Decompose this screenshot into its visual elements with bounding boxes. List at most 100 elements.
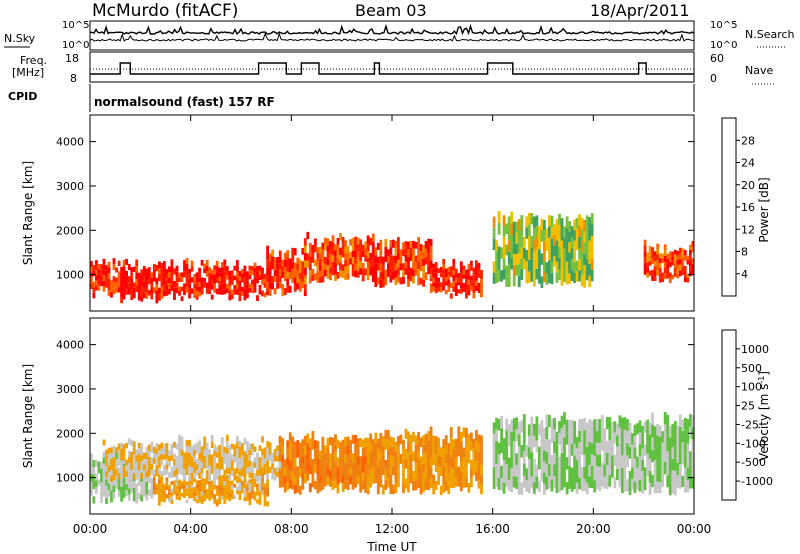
heatmap-cell (130, 485, 134, 493)
heatmap-cell (203, 486, 207, 490)
heatmap-cell (90, 460, 93, 468)
heatmap-cell (389, 465, 393, 475)
heatmap-cell (102, 280, 106, 287)
heatmap-cell (266, 260, 269, 268)
heatmap-cell (278, 444, 282, 454)
heatmap-cell (152, 485, 156, 491)
heatmap-cell (407, 451, 410, 462)
heatmap-cell (329, 260, 332, 268)
heatmap-cell (356, 456, 360, 466)
heatmap-cell (203, 462, 207, 469)
heatmap-cell (364, 446, 368, 456)
heatmap-cell (419, 475, 423, 485)
heatmap-cell (515, 221, 519, 233)
heatmap-cell (150, 447, 154, 453)
heatmap-cell (137, 283, 141, 290)
heatmap-cell (145, 488, 149, 495)
heatmap-cell (105, 276, 108, 283)
heatmap-cell (223, 490, 227, 495)
heatmap-cell (517, 219, 521, 231)
heatmap-cell (195, 272, 199, 277)
heatmap-cell (137, 479, 141, 486)
heatmap-cell (477, 288, 481, 293)
heatmap-cell (502, 460, 506, 472)
heatmap-cell (648, 246, 652, 251)
heatmap-cell (366, 469, 370, 478)
heatmap-cell (590, 420, 594, 432)
heatmap-cell (434, 267, 438, 273)
heatmap-cell (173, 483, 176, 488)
heatmap-cell (419, 466, 423, 476)
heatmap-cell (585, 226, 589, 237)
heatmap-cell (580, 240, 584, 252)
heatmap-cell (135, 461, 139, 468)
heatmap-cell (683, 255, 687, 261)
heatmap-cell (578, 430, 581, 443)
heatmap-cell (611, 433, 614, 445)
heatmap-cell (200, 451, 204, 457)
heatmap-cell (611, 466, 614, 478)
heatmap-cell (268, 267, 272, 275)
heatmap-cell (565, 457, 569, 470)
heatmap-cell (623, 454, 627, 467)
heatmap-cell (152, 264, 156, 270)
heatmap-cell (621, 417, 624, 431)
heatmap-cell (130, 283, 134, 290)
heatmap-cell (127, 438, 131, 445)
heatmap-cell (195, 448, 199, 454)
heatmap-cell (656, 481, 660, 493)
heatmap-cell (442, 259, 446, 265)
heatmap-cell (595, 454, 599, 466)
heatmap-cell (641, 425, 644, 438)
heatmap-cell (535, 247, 539, 259)
heatmap-cell (125, 459, 128, 466)
heatmap-cell (590, 443, 594, 455)
heatmap-cell (550, 238, 554, 250)
heatmap-cell (439, 282, 443, 288)
heatmap-cell (444, 268, 448, 273)
heatmap-cell (246, 275, 249, 281)
heatmap-cell (545, 239, 549, 251)
heatmap-cell (583, 276, 587, 288)
heatmap-cell (334, 250, 337, 257)
heatmap-cell (170, 488, 174, 493)
heatmap-cell (500, 415, 503, 429)
heatmap-cell (220, 262, 224, 268)
heatmap-cell (397, 267, 400, 275)
heatmap-cell (246, 280, 249, 285)
heatmap-cell (595, 430, 599, 443)
heatmap-cell (689, 250, 692, 256)
heatmap-cell (188, 283, 191, 289)
heatmap-cell (127, 456, 131, 464)
heatmap-cell (580, 419, 584, 432)
heatmap-cell (218, 489, 222, 493)
heatmap-cell (384, 479, 388, 490)
heatmap-cell (142, 464, 146, 471)
heatmap-cell (225, 495, 229, 500)
heatmap-cell (527, 424, 531, 436)
heatmap-cell (525, 261, 529, 273)
heatmap-cell (95, 473, 98, 481)
heatmap-cell (246, 484, 249, 488)
heatmap-cell (535, 428, 539, 441)
heatmap-cell (356, 237, 360, 245)
heatmap-cell (125, 288, 128, 295)
heatmap-cell (444, 453, 448, 463)
heatmap-cell (497, 222, 501, 235)
heatmap-cell (495, 464, 498, 476)
heatmap-cell (261, 490, 264, 496)
heatmap-cell (273, 257, 277, 264)
heatmap-cell (371, 457, 375, 466)
heatmap-cell (223, 288, 227, 295)
heatmap-cell (92, 474, 96, 482)
heatmap-cell (238, 270, 242, 276)
heatmap-cell (193, 491, 196, 497)
heatmap-cell (190, 266, 194, 272)
heatmap-cell (575, 436, 579, 449)
heatmap-cell (434, 277, 438, 283)
heatmap-cell (371, 265, 375, 274)
heatmap-cell (258, 270, 262, 276)
heatmap-cell (648, 260, 652, 266)
heatmap-cell (107, 465, 111, 472)
heatmap-cell (110, 291, 113, 298)
